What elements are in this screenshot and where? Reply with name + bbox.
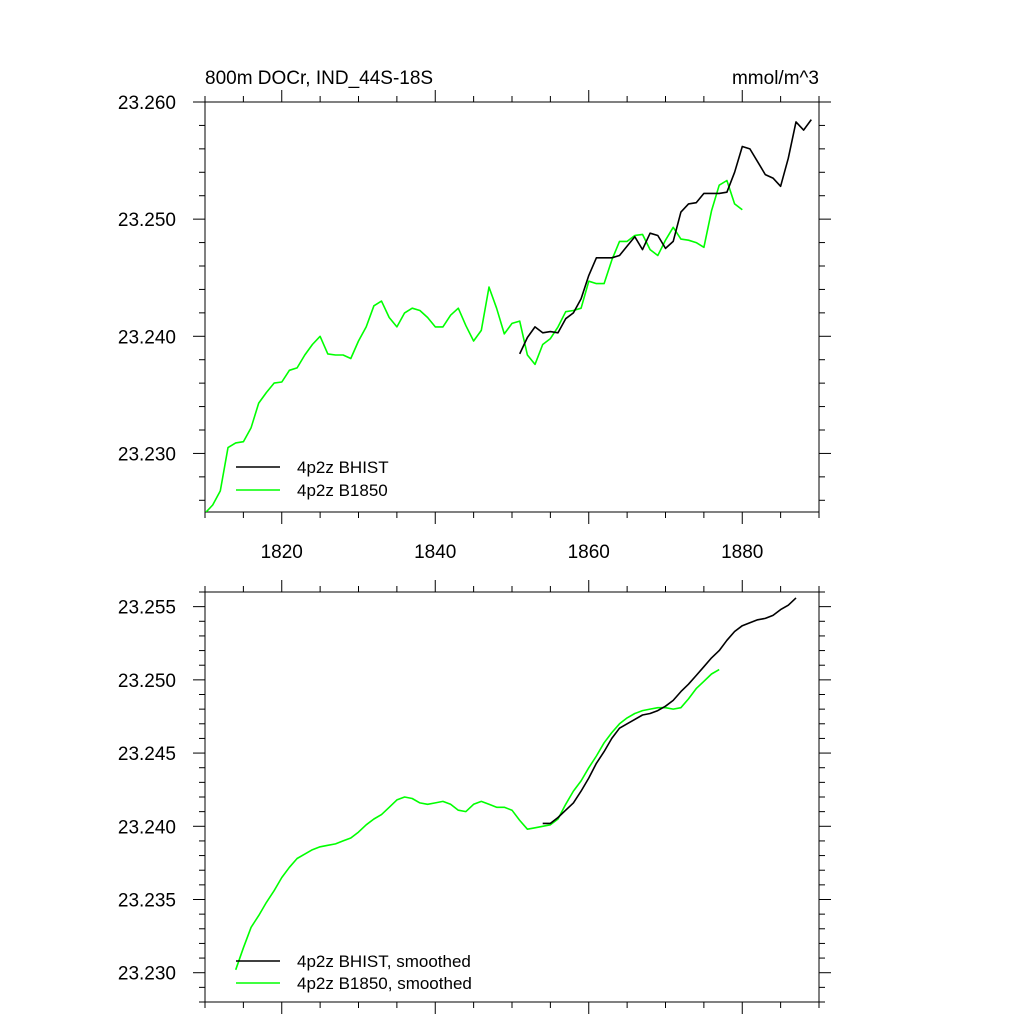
y-tick-label: 23.230 [118, 444, 176, 465]
y-tick-label: 23.240 [118, 327, 176, 348]
y-tick-label: 23.235 [118, 891, 176, 912]
chart-units: mmol/m^3 [732, 68, 819, 89]
y-tick-label: 23.260 [118, 93, 176, 114]
legend-label: 4p2z B1850, smoothed [297, 974, 472, 993]
series-line-2 [234, 668, 720, 971]
series-line-1 [518, 119, 812, 355]
plot-frame [204, 591, 820, 1003]
y-tick-label: 23.230 [118, 964, 176, 985]
series-line-1 [542, 597, 797, 825]
y-tick-label: 23.250 [118, 210, 176, 231]
chart-panel-2: 23.230 23.235 23.240 23.245 23.250 23.255 4p2z… [118, 580, 831, 1014]
y-tick-label: 23.245 [118, 744, 176, 765]
plot-frame [204, 101, 820, 513]
x-tick-label: 1860 [568, 542, 610, 563]
series-line-2 [205, 179, 743, 512]
chart-title: 800m DOCr, IND_44S-18S [205, 68, 433, 89]
x-tick-label: 1840 [414, 542, 456, 563]
y-tick-label: 23.255 [118, 598, 176, 619]
legend-label: 4p2z BHIST, smoothed [297, 952, 471, 971]
legend-label: 4p2z B1850 [297, 481, 388, 500]
x-tick-label: 1820 [261, 542, 303, 563]
legend-label: 4p2z BHIST [297, 458, 389, 477]
chart-panel-1: 1820 1840 1860 1880 23.230 23.240 23.250 23.260… [118, 68, 831, 563]
x-tick-label: 1880 [721, 542, 763, 563]
y-tick-label: 23.250 [118, 671, 176, 692]
y-tick-label: 23.240 [118, 817, 176, 838]
